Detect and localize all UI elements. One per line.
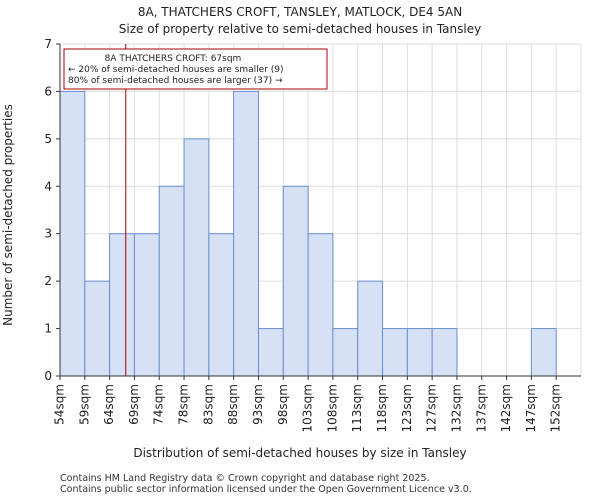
x-tick-label: 152sqm xyxy=(549,384,563,432)
x-tick-label: 147sqm xyxy=(524,384,538,432)
bar-98sqm xyxy=(282,185,309,377)
x-tick-label: 59sqm xyxy=(77,384,91,425)
bar-74sqm xyxy=(158,185,185,377)
x-tick-label: 127sqm xyxy=(425,384,439,432)
annotation-larger: 80% of semi-detached houses are larger (… xyxy=(68,76,283,86)
y-tick-label: 6 xyxy=(44,84,52,98)
x-tick-label: 108sqm xyxy=(325,384,339,432)
x-tick-label: 113sqm xyxy=(350,384,364,432)
x-tick-label: 88sqm xyxy=(226,384,240,425)
bar-108sqm xyxy=(332,328,359,377)
y-tick-label: 7 xyxy=(44,37,52,51)
footer-copyright: Contains HM Land Registry data © Crown c… xyxy=(60,473,430,484)
x-tick-label: 118sqm xyxy=(375,384,389,432)
bar-103sqm xyxy=(307,233,334,377)
bar-54sqm xyxy=(59,90,86,377)
chart-subtitle: Size of property relative to semi-detach… xyxy=(119,22,481,36)
bar-88sqm xyxy=(233,90,259,377)
footer-licence: Contains public sector information licen… xyxy=(60,484,472,495)
y-tick-label: 3 xyxy=(44,227,52,241)
bar-123sqm xyxy=(406,328,433,377)
x-tick-label: 64sqm xyxy=(102,384,116,425)
bar-147sqm xyxy=(530,328,557,377)
bar-83sqm xyxy=(208,233,235,377)
x-tick-label: 132sqm xyxy=(449,384,463,432)
x-tick-label: 93sqm xyxy=(251,384,265,425)
x-tick-label: 54sqm xyxy=(53,384,67,425)
y-tick-label: 0 xyxy=(44,369,52,383)
y-ticks: 0 1 2 3 4 5 6 7 xyxy=(44,37,60,383)
annotation-smaller: ← 20% of semi-detached houses are smalle… xyxy=(68,65,284,75)
y-tick-label: 5 xyxy=(44,132,52,146)
x-tick-label: 123sqm xyxy=(400,384,414,432)
x-tick-label: 74sqm xyxy=(152,384,166,425)
bar-118sqm xyxy=(382,328,408,377)
bar-113sqm xyxy=(357,280,384,377)
x-tick-label: 78sqm xyxy=(177,384,191,425)
chart-title: 8A, THATCHERS CROFT, TANSLEY, MATLOCK, D… xyxy=(138,5,462,19)
bar-93sqm xyxy=(257,328,284,377)
x-tick-label: 142sqm xyxy=(499,384,513,432)
bar-78sqm xyxy=(183,138,210,377)
bar-69sqm xyxy=(133,233,160,377)
y-tick-label: 4 xyxy=(44,179,52,193)
x-tick-label: 69sqm xyxy=(127,384,141,425)
annotation-box: 8A THATCHERS CROFT: 67sqm ← 20% of semi-… xyxy=(63,48,328,90)
annotation-title: 8A THATCHERS CROFT: 67sqm xyxy=(105,54,242,64)
y-axis-label: Number of semi-detached properties xyxy=(1,104,15,326)
axes-layer xyxy=(59,44,581,377)
x-tick-label: 98sqm xyxy=(276,384,290,425)
x-axis-label: Distribution of semi-detached houses by … xyxy=(133,446,466,460)
bar-64sqm xyxy=(109,233,135,377)
x-tick-label: 83sqm xyxy=(201,384,215,425)
x-ticks: 54sqm 59sqm 64sqm 69sqm 74sqm 78sqm 83sqm 88sqm… xyxy=(53,376,563,432)
bar-59sqm xyxy=(84,280,111,377)
bars-layer xyxy=(59,90,557,377)
bar-127sqm xyxy=(431,328,458,377)
x-tick-label: 103sqm xyxy=(301,384,315,432)
y-tick-label: 2 xyxy=(44,274,52,288)
x-tick-label: 137sqm xyxy=(474,384,488,432)
annotation-frame xyxy=(63,48,328,90)
y-tick-label: 1 xyxy=(44,322,52,336)
